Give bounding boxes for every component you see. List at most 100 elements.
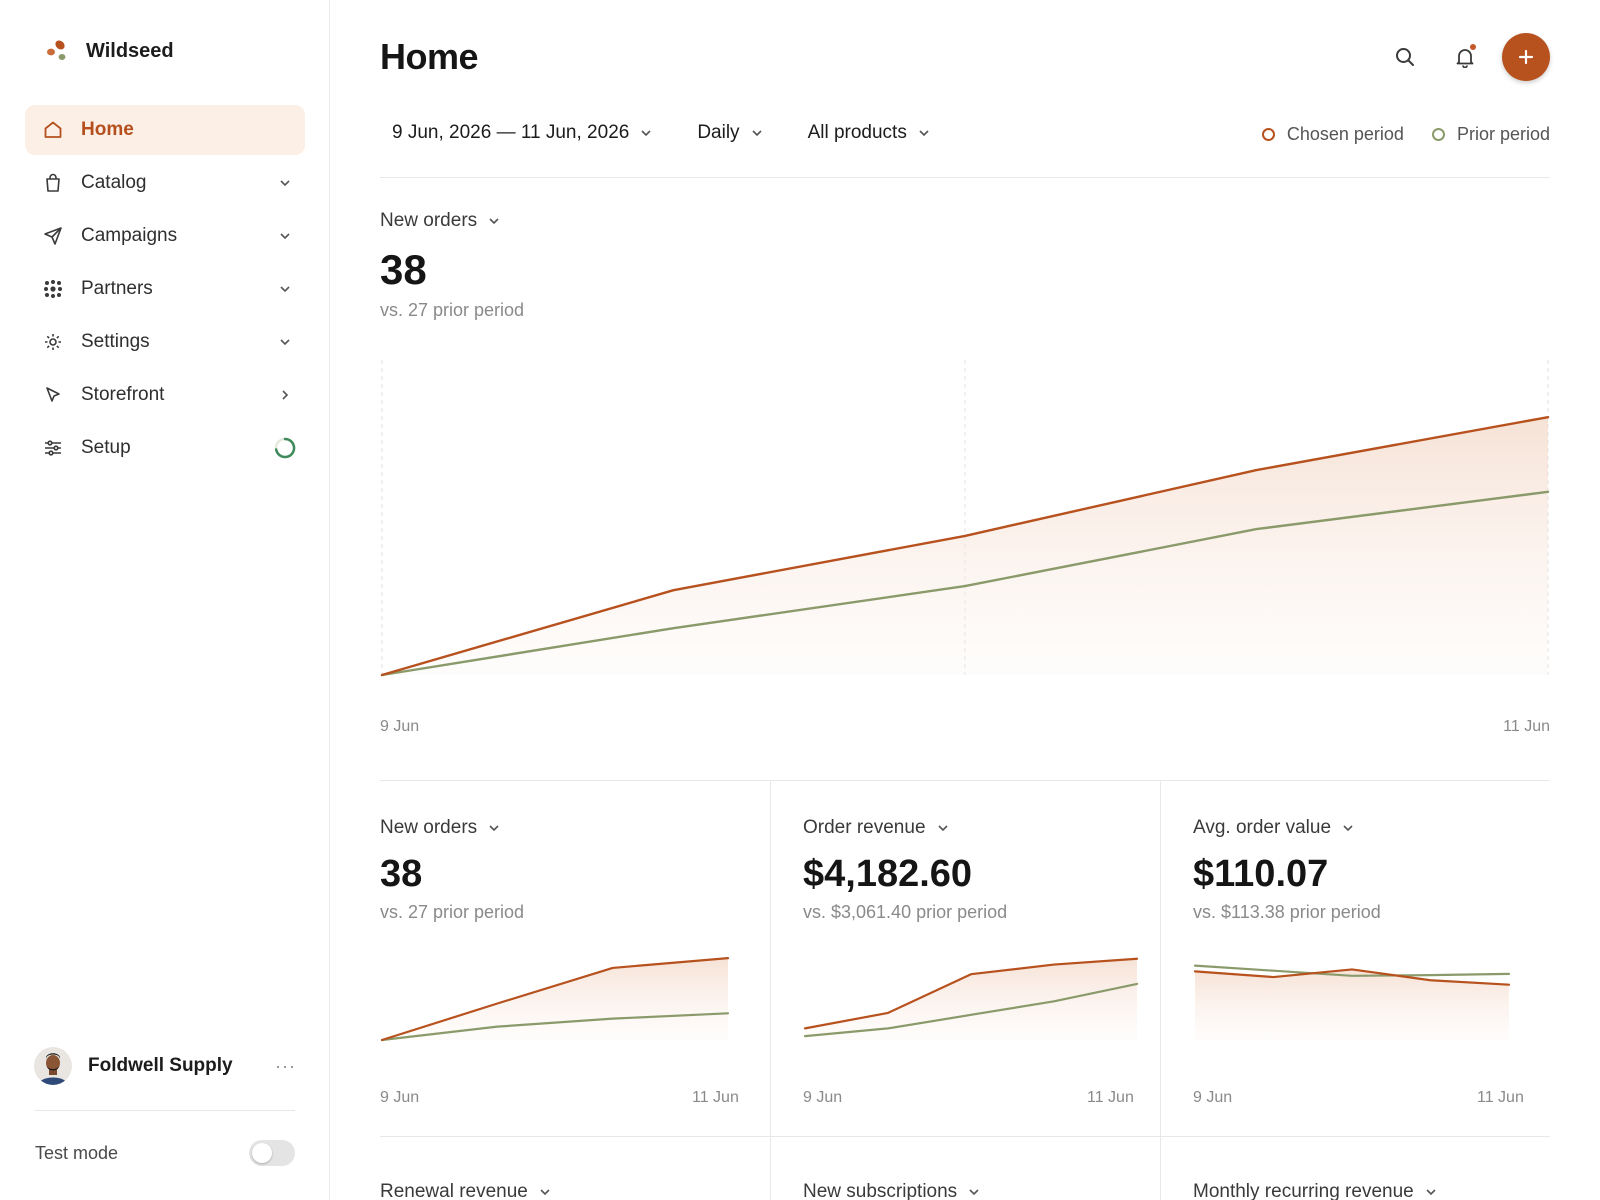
- legend-prior-label: Prior period: [1456, 123, 1550, 144]
- x-axis-end-label: 11 Jun: [1087, 1089, 1134, 1106]
- test-mode-label: Test mode: [35, 1142, 119, 1163]
- notification-badge: [1470, 44, 1476, 50]
- chevron-down-icon: [639, 126, 653, 140]
- metric-value: 38: [380, 246, 427, 293]
- sidebar-item-label: Campaigns: [81, 225, 178, 246]
- x-axis-start-label: 9 Jun: [1193, 1089, 1233, 1106]
- test-mode-toggle[interactable]: [249, 1140, 295, 1166]
- sidebar-item-label: Storefront: [81, 384, 165, 405]
- avatar[interactable]: [34, 1047, 72, 1085]
- chevron-down-icon: [487, 214, 501, 228]
- metric-select[interactable]: Avg. order value: [1193, 817, 1550, 839]
- wildseed-logo-icon: [47, 40, 66, 60]
- metric-value: $4,182.60: [803, 853, 973, 895]
- sidebar-item-label: Settings: [81, 331, 150, 352]
- chevron-down-icon: [1341, 821, 1355, 835]
- gear-icon: [42, 331, 64, 353]
- metric-select[interactable]: Monthly recurring revenue: [1193, 1181, 1550, 1200]
- date-range-select[interactable]: 9 Jun, 2026 — 11 Jun, 2026: [380, 118, 665, 148]
- chosen-period-line: [1193, 968, 1511, 986]
- bell-icon: [1456, 49, 1474, 68]
- main-content: Home 9 Jun, 2026 — 11 Jun, 2026 Daily Al…: [380, 0, 1550, 1200]
- sidebar-item-label: Partners: [81, 278, 153, 299]
- progress-ring-icon: [265, 436, 305, 460]
- plus-icon: [1518, 49, 1534, 65]
- test-mode-row: Test mode: [35, 1140, 295, 1166]
- date-range-value: 9 Jun, 2026 — 11 Jun, 2026: [392, 122, 630, 143]
- metric-select[interactable]: Renewal revenue: [380, 1181, 770, 1200]
- filter-bar: 9 Jun, 2026 — 11 Jun, 2026 Daily All pro…: [380, 118, 1550, 148]
- search-icon: [1396, 48, 1414, 66]
- more-icon[interactable]: ···: [275, 1055, 296, 1076]
- products-value: All products: [807, 122, 907, 143]
- chevron-down-icon: [538, 1185, 552, 1199]
- sidebar-item-settings[interactable]: Settings: [25, 317, 305, 367]
- chosen-period-line: [803, 957, 1139, 1030]
- metric-select[interactable]: New orders: [380, 210, 524, 232]
- metric-select[interactable]: Order revenue: [803, 817, 1160, 839]
- sidebar-nav: Home Catalog Campaigns Partner: [25, 105, 305, 476]
- metric-label: New orders: [380, 210, 478, 231]
- metric-select[interactable]: New orders: [380, 817, 770, 839]
- sidebar-item-label: Home: [81, 119, 134, 140]
- chosen-period-area: [382, 958, 728, 1040]
- metric-cards-row-2: Renewal revenue New subscriptions Monthl…: [380, 1136, 1550, 1200]
- add-button[interactable]: [1502, 33, 1550, 81]
- chart-legend: Chosen period Prior period: [1234, 118, 1550, 150]
- metric-label: New subscriptions: [803, 1181, 958, 1200]
- interval-value: Daily: [697, 122, 740, 143]
- metric-compare: vs. 27 prior period: [380, 902, 525, 922]
- x-axis-end-label: 11 Jun: [692, 1089, 739, 1106]
- chosen-period-line: [380, 415, 1550, 677]
- chevron-down-icon[interactable]: [265, 171, 305, 195]
- legend-chosen-period[interactable]: Chosen period: [1261, 123, 1404, 145]
- metric-label: Monthly recurring revenue: [1193, 1181, 1414, 1200]
- sidebar-item-catalog[interactable]: Catalog: [25, 158, 305, 208]
- metric-cards: New orders 38 vs. 27 prior period 9 Jun …: [380, 781, 1550, 1136]
- x-axis-end-label: 11 Jun: [1477, 1089, 1524, 1106]
- divider: [380, 1136, 1550, 1137]
- sidebar-item-home[interactable]: Home: [25, 105, 305, 155]
- chevron-down-icon: [967, 1185, 981, 1199]
- metric-card: Monthly recurring revenue: [1160, 1136, 1550, 1200]
- products-select[interactable]: All products: [796, 118, 943, 148]
- chosen-period-area: [1195, 969, 1509, 1040]
- account-switcher[interactable]: Foldwell Supply ···: [34, 1047, 296, 1085]
- chevron-right-icon[interactable]: [265, 383, 305, 407]
- sparkline-chart: [1193, 964, 1511, 1040]
- chosen-period-area: [382, 417, 1548, 675]
- metric-label: New orders: [380, 817, 478, 838]
- legend-prior-period[interactable]: Prior period: [1431, 123, 1550, 145]
- x-axis-start-label: 9 Jun: [380, 1089, 420, 1106]
- chevron-down-icon[interactable]: [265, 277, 305, 301]
- metric-card: New subscriptions: [770, 1136, 1160, 1200]
- bag-icon: [42, 172, 64, 194]
- x-axis-start-label: 9 Jun: [380, 718, 420, 735]
- partners-icon: [42, 278, 64, 300]
- legend-chosen-label: Chosen period: [1286, 123, 1404, 144]
- chevron-down-icon: [750, 126, 764, 140]
- sidebar-item-partners[interactable]: Partners: [25, 264, 305, 314]
- sparkline-chart: [380, 957, 730, 1042]
- chevron-down-icon[interactable]: [265, 224, 305, 248]
- interval-select[interactable]: Daily: [685, 118, 775, 148]
- sidebar-item-campaigns[interactable]: Campaigns: [25, 211, 305, 261]
- metric-compare: vs. $113.38 prior period: [1193, 902, 1381, 922]
- search-button[interactable]: [1382, 34, 1428, 80]
- metric-compare: vs. $3,061.40 prior period: [803, 902, 1008, 922]
- sparkline-chart: [803, 957, 1139, 1040]
- sliders-icon: [42, 437, 64, 459]
- x-axis-end-label: 11 Jun: [1503, 718, 1550, 735]
- notifications-button[interactable]: [1442, 34, 1488, 80]
- metric-card: Order revenue $4,182.60 vs. $3,061.40 pr…: [770, 781, 1160, 1136]
- chevron-down-icon: [936, 821, 950, 835]
- sidebar: Wildseed Home Catalog Campaigns: [0, 0, 330, 1200]
- cursor-icon: [42, 384, 64, 406]
- chevron-down-icon[interactable]: [265, 330, 305, 354]
- metric-select[interactable]: New subscriptions: [803, 1181, 1160, 1200]
- brand[interactable]: Wildseed: [44, 38, 174, 64]
- metric-value: $110.07: [1193, 853, 1329, 895]
- sidebar-item-setup[interactable]: Setup: [25, 423, 305, 473]
- sidebar-item-storefront[interactable]: Storefront: [25, 370, 305, 420]
- metric-card: Avg. order value $110.07 vs. $113.38 pri…: [1160, 781, 1550, 1136]
